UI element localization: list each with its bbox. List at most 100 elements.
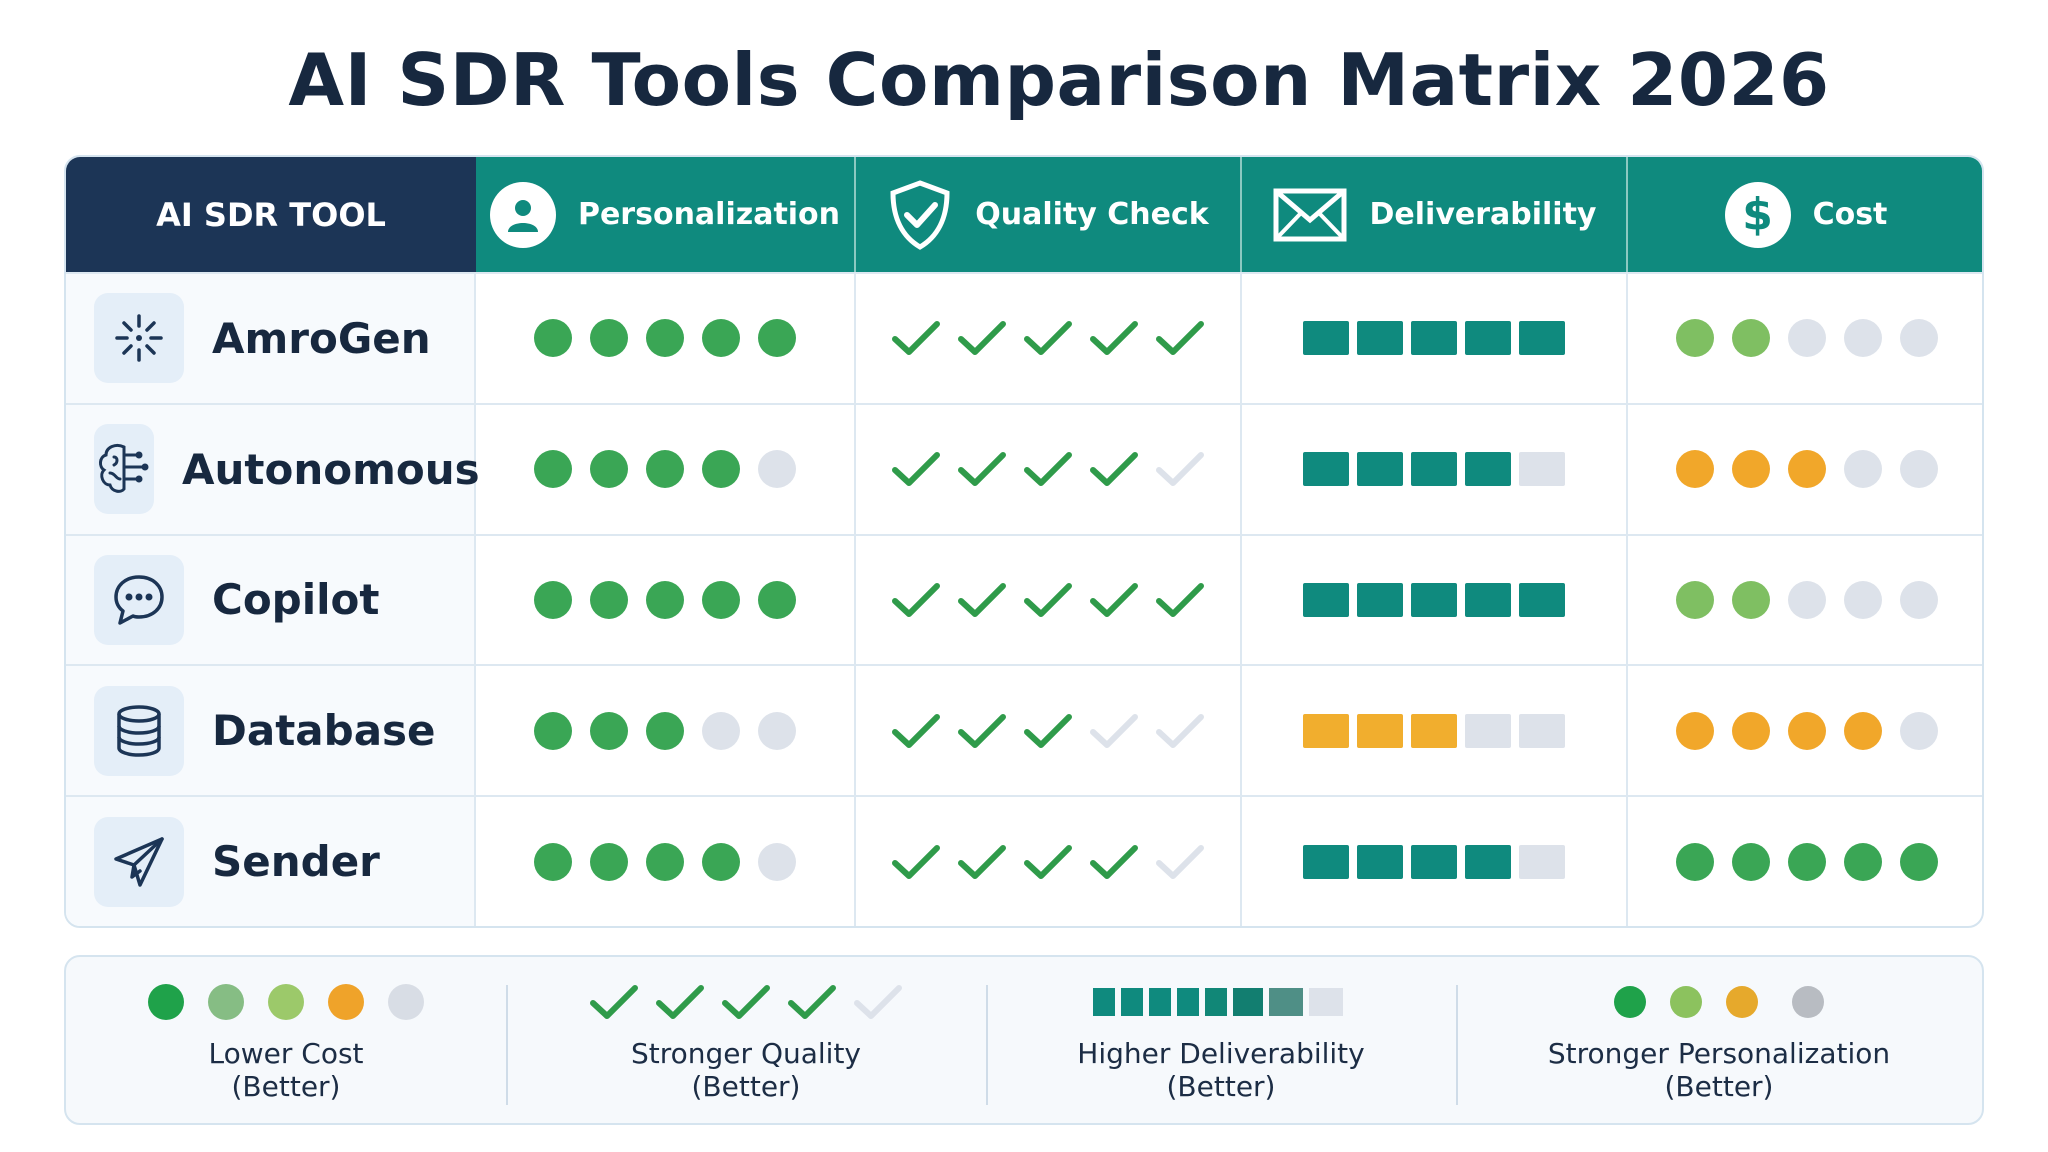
- tool-cell: Sender: [66, 795, 476, 926]
- cost-dot-empty: [1844, 319, 1882, 358]
- personalization-dot-filled: [534, 450, 572, 489]
- personalization-dot-empty: [758, 842, 796, 881]
- legend-quality-text: Stronger Quality (Better): [631, 1037, 861, 1103]
- cost-cell: [1628, 664, 1982, 795]
- personalization-dot-filled: [702, 580, 740, 619]
- quality-check-filled: [1156, 582, 1204, 617]
- personalization-dot-empty: [758, 450, 796, 489]
- personalization-dot-filled: [646, 842, 684, 881]
- tool-name: Copilot: [212, 575, 380, 625]
- quality-check-filled: [958, 582, 1006, 617]
- legend-dot: [1670, 986, 1702, 1018]
- personalization-dot-filled: [646, 580, 684, 619]
- header-deliverability: Deliverability: [1242, 157, 1628, 272]
- quality-check-empty: [1156, 452, 1204, 487]
- legend-bar: [1121, 988, 1143, 1016]
- cost-cell: [1628, 533, 1982, 665]
- cost-dot-filled: [1676, 319, 1714, 358]
- comparison-matrix: AI SDR TOOL Personalization Quality Chec…: [64, 155, 1984, 928]
- user-icon: [489, 181, 556, 248]
- personalization-dot-filled: [646, 319, 684, 358]
- quality-cell: [856, 664, 1242, 796]
- quality-check-empty: [1156, 713, 1204, 748]
- header-quality: Quality Check: [856, 157, 1242, 272]
- header-cost-label: Cost: [1812, 197, 1888, 232]
- legend-cost-line1: Lower Cost: [208, 1037, 364, 1070]
- deliverability-bar-filled: [1357, 844, 1403, 879]
- deliverability-bar-filled: [1303, 713, 1349, 748]
- personalization-cell: [476, 664, 856, 796]
- legend-personalization-line1: Stronger Personalization: [1547, 1037, 1891, 1070]
- legend-dot: [268, 984, 304, 1020]
- legend-dot: [328, 984, 364, 1020]
- quality-check-filled: [1024, 844, 1072, 879]
- cost-dot-filled: [1844, 711, 1882, 750]
- legend-dot: [148, 984, 184, 1020]
- legend-check-filled: [788, 985, 836, 1019]
- personalization-dot-filled: [534, 580, 572, 619]
- quality-cell: [856, 402, 1242, 534]
- deliverability-cell: [1242, 402, 1628, 534]
- cost-dot-filled: [1732, 319, 1770, 358]
- quality-check-filled: [958, 452, 1006, 487]
- tool-cell: AmroGen: [66, 272, 476, 403]
- quality-check-filled: [892, 452, 940, 487]
- tool-cell: Autonomous: [66, 402, 480, 534]
- tool-name: Sender: [212, 837, 380, 887]
- personalization-dot-filled: [590, 842, 628, 881]
- personalization-dot-filled: [758, 580, 796, 619]
- personalization-dot-filled: [590, 450, 628, 489]
- envelope-icon: [1272, 182, 1348, 248]
- deliverability-bar-empty: [1519, 713, 1565, 748]
- personalization-dot-filled: [534, 319, 572, 358]
- header-quality-label: Quality Check: [975, 197, 1209, 232]
- legend-quality-marks: [581, 977, 911, 1027]
- legend-dot: [388, 984, 424, 1020]
- deliverability-bar-filled: [1519, 582, 1565, 617]
- legend-deliverability-marks: [1093, 977, 1349, 1027]
- quality-check-filled: [1024, 713, 1072, 748]
- quality-check-filled: [1156, 321, 1204, 356]
- legend-dot: [1614, 986, 1646, 1018]
- legend-quality: Stronger Quality (Better): [506, 957, 986, 1123]
- quality-check-empty: [1090, 713, 1138, 748]
- legend-personalization-text: Stronger Personalization (Better): [1548, 1037, 1890, 1103]
- quality-check-filled: [1024, 452, 1072, 487]
- deliverability-bar-filled: [1411, 713, 1457, 748]
- personalization-dot-empty: [702, 711, 740, 750]
- deliverability-bar-filled: [1303, 844, 1349, 879]
- legend-bar: [1309, 988, 1343, 1016]
- cost-dot-filled: [1732, 580, 1770, 619]
- tool-name: AmroGen: [212, 313, 431, 363]
- quality-check-filled: [1024, 582, 1072, 617]
- quality-check-filled: [958, 844, 1006, 879]
- deliverability-cell: [1242, 533, 1628, 665]
- cost-dot-empty: [1900, 711, 1938, 750]
- quality-cell: [856, 533, 1242, 665]
- quality-check-filled: [892, 713, 940, 748]
- cost-dot-filled: [1732, 711, 1770, 750]
- quality-check-empty: [1156, 844, 1204, 879]
- deliverability-bar-empty: [1465, 713, 1511, 748]
- personalization-dot-filled: [646, 450, 684, 489]
- deliverability-bar-filled: [1357, 321, 1403, 356]
- cost-dot-filled: [1788, 842, 1826, 881]
- page-title: AI SDR Tools Comparison Matrix 2026: [0, 38, 2048, 122]
- deliverability-bar-filled: [1465, 452, 1511, 487]
- deliverability-bar-filled: [1411, 582, 1457, 617]
- personalization-dot-filled: [534, 842, 572, 881]
- quality-check-filled: [1090, 321, 1138, 356]
- deliverability-bar-filled: [1465, 582, 1511, 617]
- cost-dot-empty: [1900, 319, 1938, 358]
- tool-name: Autonomous: [182, 444, 480, 494]
- legend-quality-line2: (Better): [691, 1070, 801, 1103]
- legend-deliverability-line1: Higher Deliverability: [1077, 1037, 1365, 1070]
- cost-dot-filled: [1788, 711, 1826, 750]
- legend-check-filled: [590, 985, 638, 1019]
- cost-dot-filled: [1732, 842, 1770, 881]
- cost-dot-empty: [1844, 580, 1882, 619]
- deliverability-bar-filled: [1303, 582, 1349, 617]
- deliverability-bar-filled: [1465, 844, 1511, 879]
- legend-personalization-line2: (Better): [1664, 1070, 1774, 1103]
- deliverability-bar-filled: [1411, 452, 1457, 487]
